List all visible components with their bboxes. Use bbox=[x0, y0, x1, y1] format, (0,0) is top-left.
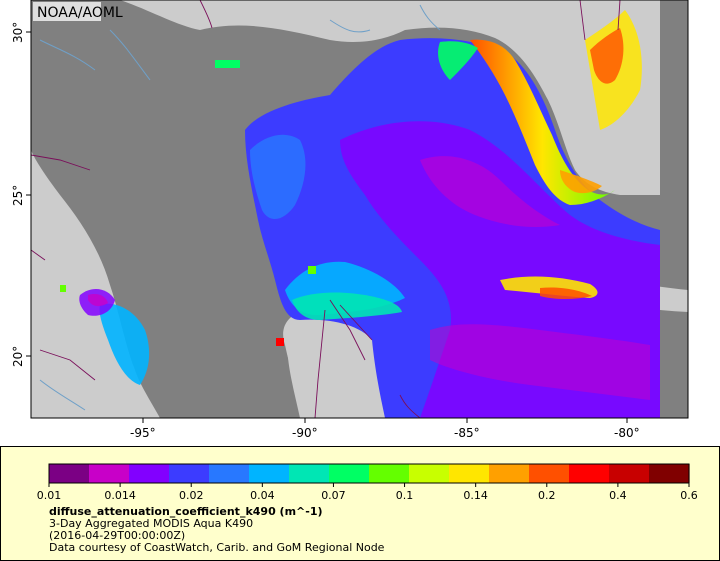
lon-tick-80: -80° bbox=[614, 426, 640, 440]
credit-label: NOAA/AOML bbox=[37, 5, 123, 21]
lat-tick-25: 25° bbox=[11, 185, 25, 206]
colorbar-swatch bbox=[169, 464, 210, 483]
colorbar-tick-label: 0.4 bbox=[609, 489, 627, 502]
colorbar-swatch bbox=[409, 464, 450, 483]
colorbar-tick-label: 0.6 bbox=[680, 489, 698, 502]
dataset-name: 3-Day Aggregated MODIS Aqua K490 bbox=[49, 517, 254, 530]
colorbar-swatches bbox=[49, 464, 690, 483]
colorbar-swatch bbox=[649, 464, 690, 483]
rivers bbox=[39, 4, 441, 411]
colorbar-swatch bbox=[289, 464, 330, 483]
colorbar-swatch bbox=[569, 464, 610, 483]
political-boundaries bbox=[31, 0, 621, 418]
variable-title: diffuse_attenuation_coefficient_k490 (m^… bbox=[49, 505, 323, 518]
k490-data-swath bbox=[60, 10, 660, 418]
lon-tick-85: -85° bbox=[454, 426, 480, 440]
lat-axis: 30° 25° 20° bbox=[11, 22, 31, 367]
colorbar-swatch bbox=[209, 464, 250, 483]
colorbar-tick-label: 0.14 bbox=[463, 489, 488, 502]
time-stamp: (2016-04-29T00:00:00Z) bbox=[49, 529, 186, 542]
colorbar-frame bbox=[48, 463, 690, 484]
lon-tick-95: -95° bbox=[130, 426, 156, 440]
colorbar-tick-label: 0.01 bbox=[37, 489, 62, 502]
colorbar-ticks: 0.01 0.014 0.02 0.04 0.07 0.1 0.14 0.2 0.4 0.6 bbox=[37, 483, 698, 502]
colorbar-tick-label: 0.1 bbox=[396, 489, 414, 502]
colorbar-swatch bbox=[329, 464, 370, 483]
colorbar-swatch bbox=[249, 464, 290, 483]
caribbean-nodata bbox=[600, 0, 688, 200]
data-credit: Data courtesy of CoastWatch, Carib. and … bbox=[49, 541, 385, 554]
colorbar-tick-label: 0.07 bbox=[321, 489, 346, 502]
colorbar-swatch bbox=[489, 464, 530, 483]
colorbar-swatch bbox=[609, 464, 650, 483]
colorbar-swatch bbox=[49, 464, 90, 483]
colorbar-swatch bbox=[369, 464, 410, 483]
colorbar-swatch bbox=[449, 464, 490, 483]
colorbar: 0.01 0.014 0.02 0.04 0.07 0.1 0.14 0.2 0.4 0.6 bbox=[37, 463, 698, 502]
lat-tick-20: 20° bbox=[11, 346, 25, 367]
colorbar-tick-label: 0.02 bbox=[179, 489, 204, 502]
map-panel: NOAA/AOML 30° 25° 20° -95° -90° -85° -80… bbox=[11, 0, 689, 440]
map: NOAA/AOML 30° 25° 20° -95° -90° -85° -80… bbox=[11, 0, 689, 440]
colorbar-tick-label: 0.04 bbox=[250, 489, 275, 502]
colorbar-swatch bbox=[129, 464, 170, 483]
colorbar-tick-label: 0.2 bbox=[538, 489, 556, 502]
legend-panel: 0.01 0.014 0.02 0.04 0.07 0.1 0.14 0.2 0.4 0.6 di… bbox=[0, 446, 720, 561]
colorbar-swatch bbox=[529, 464, 570, 483]
map-frame bbox=[30, 0, 689, 419]
lon-axis: -95° -90° -85° -80° bbox=[130, 418, 640, 440]
lat-tick-30: 30° bbox=[11, 22, 25, 43]
colorbar-swatch bbox=[89, 464, 130, 483]
colorbar-tick-label: 0.014 bbox=[104, 489, 136, 502]
lon-tick-90: -90° bbox=[292, 426, 318, 440]
